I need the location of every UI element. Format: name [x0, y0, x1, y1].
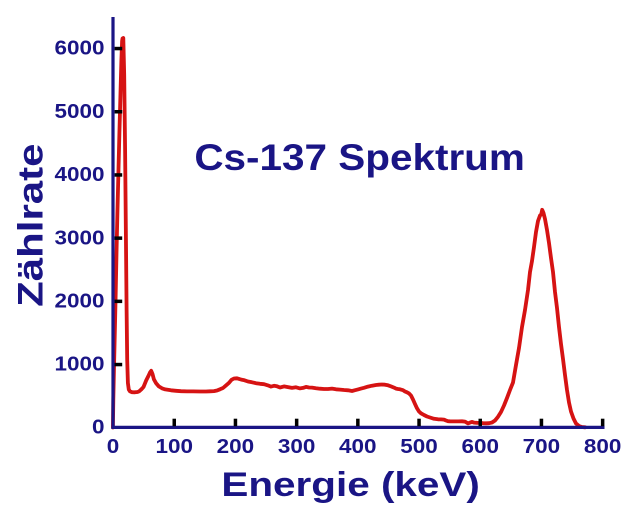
svg-text:3000: 3000 [55, 226, 105, 249]
svg-text:2000: 2000 [55, 290, 105, 313]
svg-text:700: 700 [523, 435, 560, 458]
svg-text:Zählrate: Zählrate [12, 144, 51, 307]
svg-text:300: 300 [278, 435, 315, 458]
svg-text:6000: 6000 [55, 37, 105, 60]
svg-text:100: 100 [155, 435, 192, 458]
svg-text:4000: 4000 [55, 163, 105, 186]
svg-text:Cs-137 Spektrum: Cs-137 Spektrum [194, 138, 525, 179]
svg-text:0: 0 [92, 416, 104, 439]
svg-text:Energie (keV): Energie (keV) [221, 465, 480, 503]
svg-text:0: 0 [107, 435, 119, 458]
svg-text:500: 500 [400, 435, 437, 458]
svg-text:800: 800 [584, 435, 621, 458]
svg-text:5000: 5000 [55, 100, 105, 123]
svg-text:400: 400 [339, 435, 376, 458]
svg-text:1000: 1000 [55, 353, 105, 376]
svg-text:200: 200 [217, 435, 254, 458]
svg-text:600: 600 [461, 435, 498, 458]
